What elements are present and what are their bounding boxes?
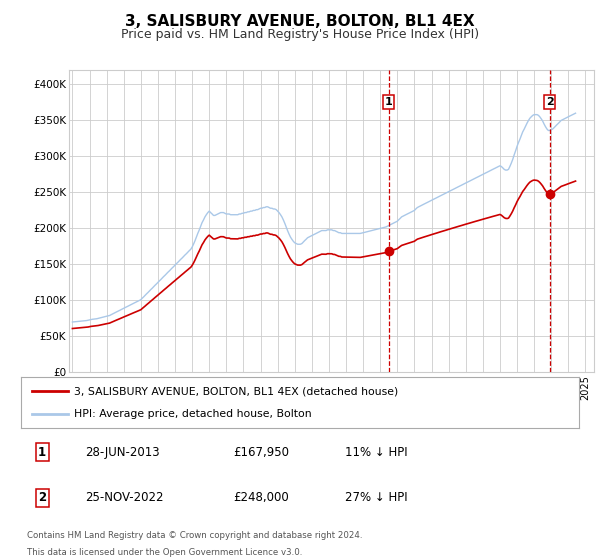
Text: 28-JUN-2013: 28-JUN-2013 <box>85 446 160 459</box>
Text: This data is licensed under the Open Government Licence v3.0.: This data is licensed under the Open Gov… <box>26 548 302 557</box>
Text: 2: 2 <box>545 97 553 107</box>
Text: 3, SALISBURY AVENUE, BOLTON, BL1 4EX: 3, SALISBURY AVENUE, BOLTON, BL1 4EX <box>125 14 475 29</box>
Text: £167,950: £167,950 <box>233 446 289 459</box>
Text: £248,000: £248,000 <box>233 491 289 505</box>
Text: 2: 2 <box>38 491 46 505</box>
Text: HPI: Average price, detached house, Bolton: HPI: Average price, detached house, Bolt… <box>74 409 311 419</box>
Text: 11% ↓ HPI: 11% ↓ HPI <box>344 446 407 459</box>
Text: 1: 1 <box>38 446 46 459</box>
Text: 1: 1 <box>385 97 392 107</box>
Text: 3, SALISBURY AVENUE, BOLTON, BL1 4EX (detached house): 3, SALISBURY AVENUE, BOLTON, BL1 4EX (de… <box>74 386 398 396</box>
Text: Price paid vs. HM Land Registry's House Price Index (HPI): Price paid vs. HM Land Registry's House … <box>121 28 479 41</box>
Text: Contains HM Land Registry data © Crown copyright and database right 2024.: Contains HM Land Registry data © Crown c… <box>26 531 362 540</box>
Text: 25-NOV-2022: 25-NOV-2022 <box>85 491 164 505</box>
Text: 27% ↓ HPI: 27% ↓ HPI <box>344 491 407 505</box>
